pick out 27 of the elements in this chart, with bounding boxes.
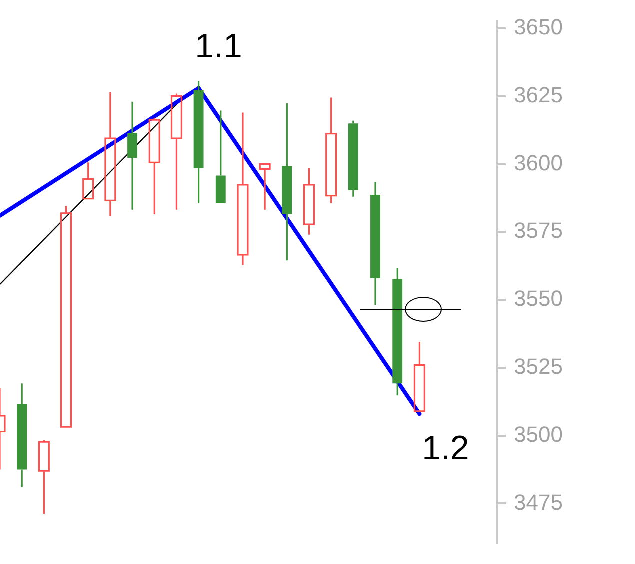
- candlestick: [17, 382, 28, 488]
- y-tick-label: 3650: [514, 14, 563, 40]
- candlestick: [194, 80, 204, 204]
- candlestick: [326, 96, 338, 204]
- annotation: 1.1: [195, 28, 242, 66]
- candlestick: [348, 120, 358, 198]
- candlestick: [170, 92, 182, 211]
- candlestick: [259, 163, 271, 211]
- y-tick-label: 3500: [514, 422, 563, 447]
- candlestick: [216, 110, 226, 204]
- y-tick-label: 3475: [514, 490, 563, 515]
- candlestick: [82, 162, 94, 200]
- y-tick-label: 3550: [514, 286, 563, 312]
- y-tick-label: 3625: [514, 82, 563, 108]
- y-tick-label: 3600: [514, 150, 563, 176]
- candlestick: [237, 112, 249, 266]
- candlestick: [303, 167, 316, 236]
- candlestick: [148, 117, 160, 216]
- y-tick-label: 3525: [514, 354, 563, 379]
- candlestick: [128, 101, 138, 211]
- candlestick: [104, 92, 116, 217]
- candlestick: [282, 102, 292, 262]
- y-tick-label: 3575: [514, 218, 563, 244]
- candlestick: [414, 341, 426, 412]
- candlestick: [38, 439, 50, 515]
- candlestick: [392, 267, 403, 396]
- annotation: 1.2: [422, 429, 470, 468]
